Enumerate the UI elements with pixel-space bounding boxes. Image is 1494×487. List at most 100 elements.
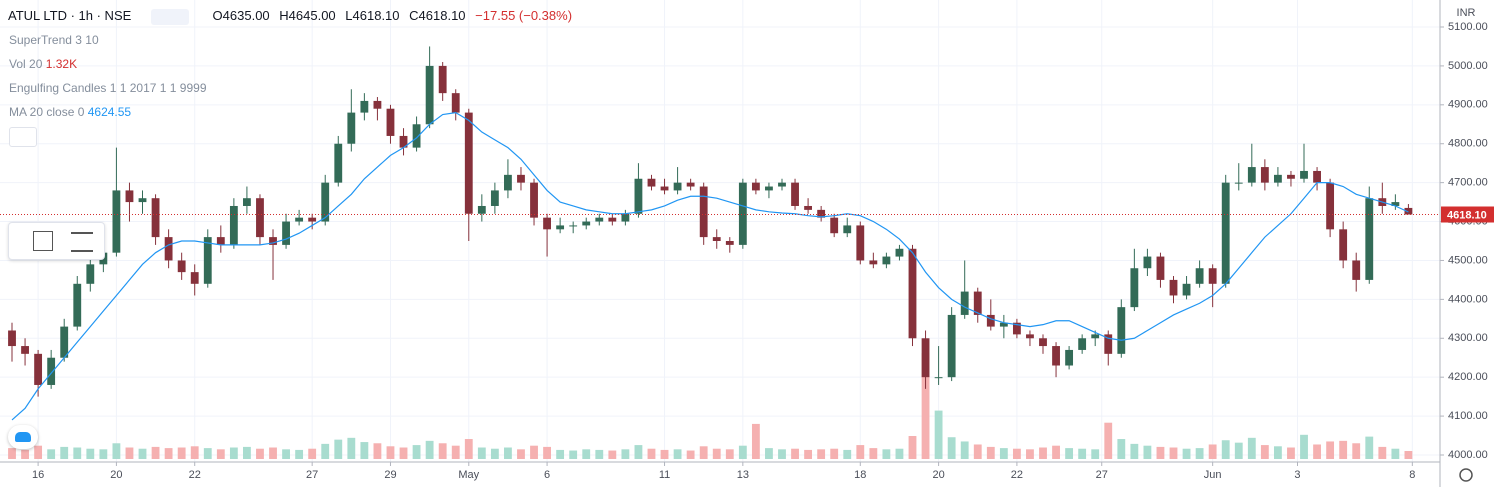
candle-body xyxy=(947,314,956,378)
candle-body xyxy=(399,135,408,148)
ohlc-change: −17.55 (−0.38%) xyxy=(475,8,573,23)
candle-body xyxy=(673,182,682,191)
volume-bar xyxy=(999,448,1008,459)
candle-body xyxy=(1234,182,1243,184)
volume-bar xyxy=(490,448,499,459)
candle-body xyxy=(60,326,69,358)
volume-bar xyxy=(1221,440,1230,459)
candle-body xyxy=(856,225,865,261)
candle-body xyxy=(621,213,630,222)
logo-button[interactable] xyxy=(8,425,38,449)
indicator-name: MA 20 close 0 xyxy=(9,105,85,119)
indicator-supertrend[interactable]: SuperTrend 3 10 xyxy=(9,33,99,47)
candle-body xyxy=(699,186,708,238)
x-tick-label: 8 xyxy=(1409,469,1415,481)
candle-body xyxy=(1078,338,1087,350)
x-tick-label: 22 xyxy=(189,469,201,481)
volume-bar xyxy=(73,447,82,459)
candle-body xyxy=(725,241,734,245)
volume-bar xyxy=(164,448,173,459)
indicator-ma[interactable]: MA 20 close 0 4624.55 xyxy=(9,105,131,119)
symbol[interactable]: ATUL LTD · 1h · NSE xyxy=(8,8,132,23)
candle-body xyxy=(295,217,304,222)
candle-body xyxy=(595,217,604,222)
rect-tool[interactable] xyxy=(33,231,53,251)
candle-body xyxy=(425,65,434,125)
volume-bar xyxy=(830,448,839,459)
volume-bar xyxy=(608,450,617,459)
volume-bar xyxy=(569,450,578,459)
volume-bar xyxy=(660,449,669,459)
candle-body xyxy=(778,182,786,187)
volume-bar xyxy=(243,446,251,459)
candle-body xyxy=(321,182,330,222)
volume-bar xyxy=(138,448,147,459)
settings-icon[interactable] xyxy=(1459,468,1473,482)
candle-body xyxy=(269,237,277,245)
ma-value: 4624.55 xyxy=(87,105,132,119)
volume-bar xyxy=(1391,448,1400,459)
ohlc-open: O4635.00 xyxy=(212,8,270,23)
volume-bar xyxy=(1052,445,1060,459)
candle-body xyxy=(34,353,43,385)
indicator-engulfing[interactable]: Engulfing Candles 1 1 2017 1 1 9999 xyxy=(9,81,207,95)
indicator-volume[interactable]: Vol 20 1.32K xyxy=(9,57,77,71)
y-tick-label: 4400.00 xyxy=(1448,293,1488,305)
candle-body xyxy=(582,221,591,226)
volume-bar xyxy=(934,410,943,459)
volume-bar xyxy=(21,449,29,459)
candle-body xyxy=(934,377,943,379)
candle-body xyxy=(1247,167,1256,183)
drawing-toolbar[interactable] xyxy=(8,222,105,260)
volume-bar xyxy=(282,449,290,459)
candle-body xyxy=(530,182,538,218)
volume-bar xyxy=(386,446,395,459)
volume-bar xyxy=(334,439,343,459)
candle-body xyxy=(1404,207,1413,215)
volume-bar xyxy=(177,447,186,459)
x-tick-label: 13 xyxy=(737,469,749,481)
candle-body xyxy=(86,264,95,284)
volume-bar xyxy=(1378,446,1387,459)
candle-body xyxy=(1012,322,1021,335)
candle-body xyxy=(1130,268,1139,308)
candle-body xyxy=(112,190,121,253)
volume-bar xyxy=(1234,442,1243,459)
candle-body xyxy=(1143,256,1152,269)
volume-bar xyxy=(595,449,604,459)
quick-buttons[interactable] xyxy=(150,8,189,25)
last-price-tag xyxy=(1441,206,1494,223)
candle-body xyxy=(464,112,473,214)
candle-body xyxy=(1026,334,1034,339)
candle-body xyxy=(973,291,982,315)
volume-bar xyxy=(203,448,212,459)
volume-bar xyxy=(451,445,460,459)
candle-body xyxy=(1052,346,1060,366)
volume-bar xyxy=(308,448,317,459)
x-tick-label: 16 xyxy=(32,469,44,481)
volume-bar xyxy=(229,447,238,459)
volume-bar xyxy=(1065,448,1074,459)
volume-bar xyxy=(112,443,121,459)
ma-line xyxy=(11,111,1409,421)
collapse-button[interactable] xyxy=(9,127,37,147)
volume-bar xyxy=(1326,441,1335,459)
candle-body xyxy=(490,190,499,206)
volume-bar xyxy=(216,449,225,459)
candle-body xyxy=(1169,279,1178,296)
volume-bar xyxy=(556,449,565,459)
candle-body xyxy=(1313,170,1321,183)
candle-body xyxy=(1352,260,1361,280)
candle-body xyxy=(360,100,369,113)
candle-body xyxy=(334,143,343,183)
volume-bar xyxy=(843,449,852,459)
lines-tool[interactable] xyxy=(71,232,93,252)
volume-bar xyxy=(86,448,95,459)
candle-body xyxy=(543,217,551,230)
volume-bar xyxy=(373,443,382,459)
volume-bar xyxy=(751,423,760,459)
volume-bar xyxy=(504,447,512,459)
volume-bar xyxy=(438,443,447,459)
